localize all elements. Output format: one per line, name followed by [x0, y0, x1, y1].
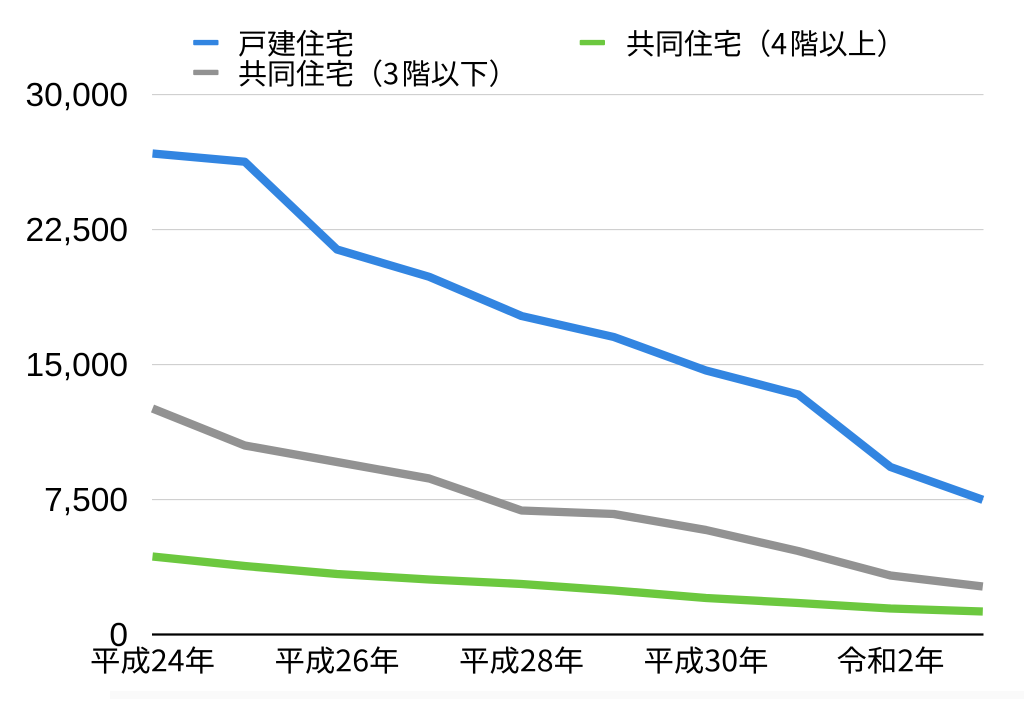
svg-text:30,000: 30,000: [26, 77, 128, 114]
svg-text:0: 0: [109, 617, 128, 654]
svg-text:22,500: 22,500: [26, 212, 128, 249]
svg-text:15,000: 15,000: [26, 347, 128, 384]
svg-text:7,500: 7,500: [44, 482, 128, 519]
